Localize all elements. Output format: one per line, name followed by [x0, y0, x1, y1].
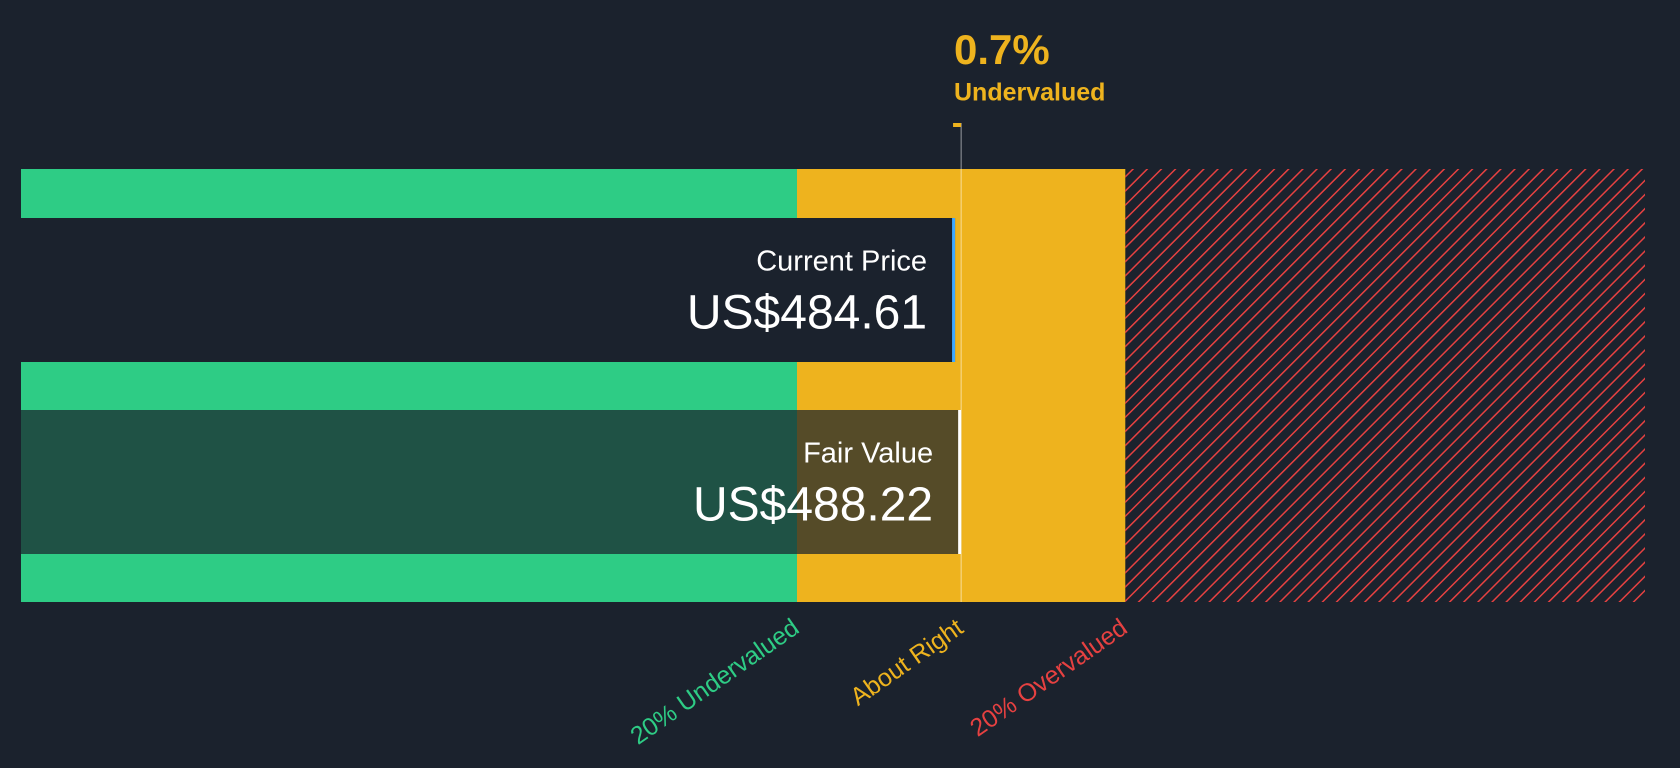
fair-value-value: US$488.22: [693, 479, 933, 532]
difference-marker: [953, 123, 962, 127]
fair-value-marker: [958, 410, 962, 554]
fair-value-label: Fair Value: [803, 438, 933, 470]
current-price-bar: [21, 218, 956, 362]
current-price-value: US$484.61: [687, 287, 927, 340]
zone: [1125, 169, 1645, 602]
current-price-marker: [952, 218, 956, 362]
zone-label: 20% Undervalued: [625, 613, 804, 750]
zone-label: About Right: [845, 613, 968, 711]
current-price-label: Current Price: [756, 246, 927, 278]
zone-label: 20% Overvalued: [965, 613, 1132, 742]
difference-text: Undervalued: [954, 79, 1105, 107]
fair-value-bar: [21, 410, 962, 554]
difference-value: 0.7%: [954, 26, 1050, 73]
